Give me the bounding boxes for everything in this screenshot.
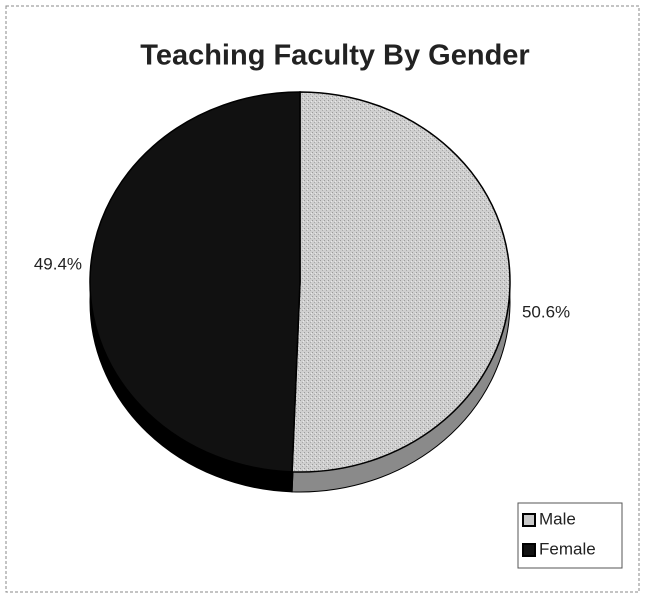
legend-label: Female: [539, 539, 596, 558]
data-label: 50.6%: [522, 303, 570, 322]
legend-label: Male: [539, 509, 576, 528]
legend-swatch: [522, 513, 536, 527]
chart-title: Teaching Faculty By Gender: [140, 40, 529, 72]
pie-slice: [89, 91, 301, 473]
pie: [89, 91, 511, 493]
chart-frame: [5, 5, 640, 593]
pie-slice: [291, 91, 511, 473]
data-label: 49.4%: [34, 254, 82, 273]
legend-swatch: [522, 543, 536, 557]
